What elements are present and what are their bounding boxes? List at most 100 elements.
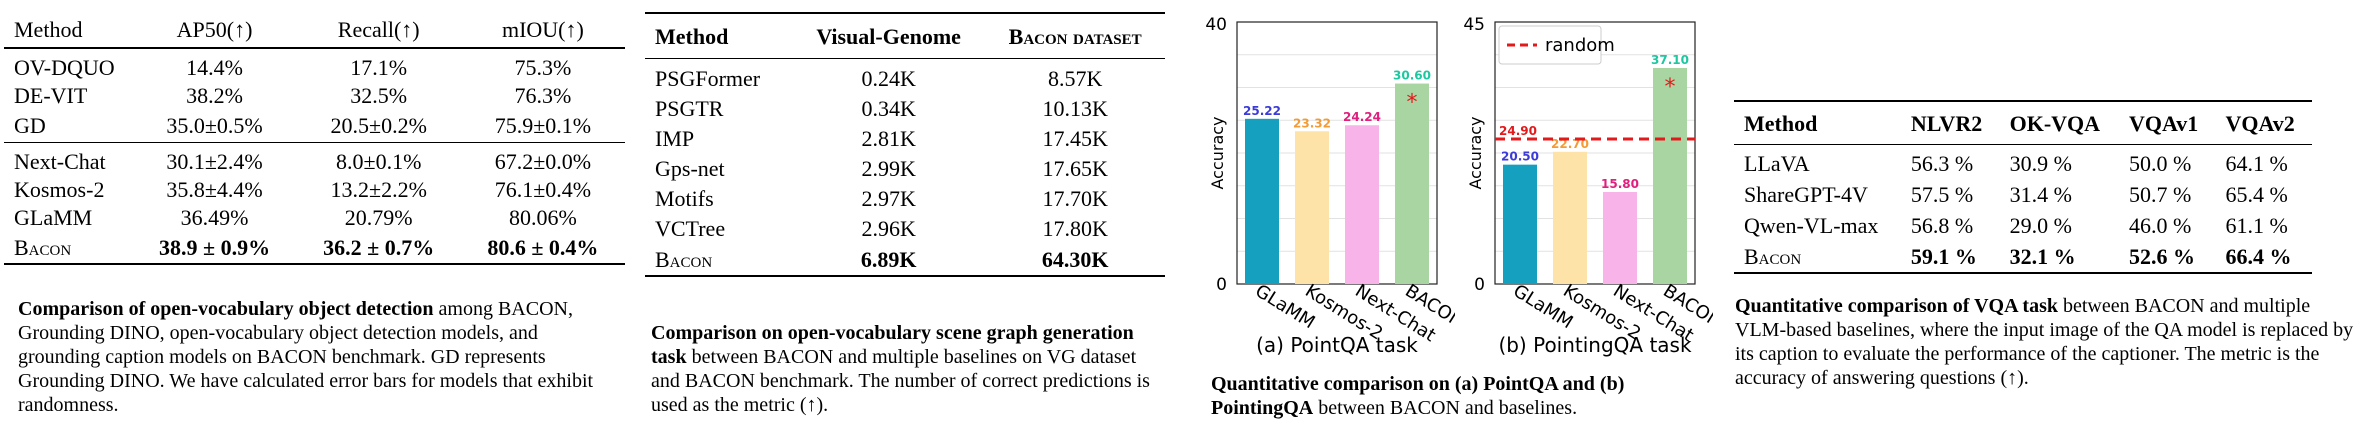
plot-frame <box>1236 21 1438 285</box>
cell: 17.80K <box>1042 216 1108 241</box>
reference-label: 24.90 <box>1499 124 1537 138</box>
cell: 76.3% <box>514 83 572 108</box>
cell: 38.9 ± 0.9% <box>159 234 271 260</box>
significance-marker: * <box>1665 75 1676 100</box>
header-method: Method <box>14 16 83 42</box>
table-row: GLaMM 36.49% 20.79% 80.06% <box>4 204 625 232</box>
cell: 36.2 ± 0.7% <box>323 234 435 260</box>
bar-glamm <box>1503 164 1537 284</box>
chart-subtitle: (b) PointingQA task <box>1498 333 1692 357</box>
table1-caption: Comparison of open-vocabulary object det… <box>18 297 616 417</box>
cell: 57.5 % <box>1910 181 1974 207</box>
cell: 6.89K <box>860 246 917 272</box>
caption-bold: Comparison on open-vocabulary scene grap… <box>651 322 1134 368</box>
scene-graph-table: Method Visual-Genome Bacon dataset PSGFo… <box>645 16 1165 277</box>
cell: 30.1±2.4% <box>166 149 263 174</box>
caption-text: between BACON and baselines. <box>1313 397 1578 419</box>
cell: 17.1% <box>350 55 408 80</box>
data-label: 30.60 <box>1393 69 1431 83</box>
bar-bacon <box>1395 83 1429 284</box>
table-row: Motifs 2.97K 17.70K <box>645 184 1165 214</box>
y-tick-label: 0 <box>1474 275 1485 295</box>
cell: 31.4 % <box>2009 181 2072 207</box>
row-method: DE-VIT <box>14 83 88 108</box>
cell: 2.81K <box>861 126 916 151</box>
row-method: Bacon <box>14 234 72 260</box>
cell: 0.24K <box>861 66 916 91</box>
charts-caption: Quantitative comparison on (a) PointQA a… <box>1211 372 1711 420</box>
chart-subtitle: (a) PointQA task <box>1256 333 1418 357</box>
detection-table: Method AP50(↑) Recall(↑) mIOU(↑) OV-DQUO… <box>4 12 625 265</box>
cell: 17.70K <box>1042 186 1108 211</box>
row-method: Next-Chat <box>14 149 106 174</box>
header-miou: mIOU(↑) <box>501 16 584 42</box>
table-row: ShareGPT-4V 57.5 % 31.4 % 50.7 % 65.4 % <box>1734 179 2312 210</box>
row-method: Gps-net <box>655 156 725 181</box>
row-method: Bacon <box>655 246 713 272</box>
bar-next-chat <box>1345 125 1379 284</box>
cell: 20.5±0.2% <box>330 112 427 138</box>
caption-text: between BACON and multiple VLM-based bas… <box>1735 295 2354 389</box>
header-vqav1: VQAv1 <box>2129 110 2199 136</box>
cell: 20.79% <box>344 205 413 230</box>
row-method: GLaMM <box>14 205 93 230</box>
table3-caption: Quantitative comparison of VQA task betw… <box>1735 294 2365 390</box>
row-method: Qwen-VL-max <box>1744 212 1879 238</box>
caption-bold: Quantitative comparison of VQA task <box>1735 295 2058 317</box>
y-tick-label: 0 <box>1216 275 1227 295</box>
cell: 2.96K <box>861 216 916 241</box>
table-row: Gps-net 2.99K 17.65K <box>645 154 1165 184</box>
table-row: Bacon 38.9 ± 0.9% 36.2 ± 0.7% 80.6 ± 0.4… <box>4 232 625 264</box>
table-row: PSGTR 0.34K 10.13K <box>645 94 1165 124</box>
caption-bold: Comparison of open-vocabulary object det… <box>18 298 434 320</box>
cell: 36.49% <box>180 205 249 230</box>
row-method: GD <box>14 112 46 138</box>
cell: 75.3% <box>514 55 572 80</box>
row-method: ShareGPT-4V <box>1744 181 1868 207</box>
data-label: 37.10 <box>1651 53 1689 67</box>
bar-bacon <box>1653 67 1687 285</box>
caption-bold: Quantitative comparison on (a) PointQA a… <box>1211 373 1625 419</box>
cell: 50.7 % <box>2129 181 2192 207</box>
cell: 2.99K <box>861 156 916 181</box>
cell: 17.65K <box>1042 156 1108 181</box>
cell: 0.34K <box>861 96 916 121</box>
cell: 8.57K <box>1047 66 1103 91</box>
cell: 38.2% <box>186 83 243 108</box>
bar-glamm <box>1245 118 1279 285</box>
cell: 14.4% <box>186 55 243 80</box>
row-method: IMP <box>655 126 695 151</box>
legend-label: random <box>1545 35 1615 56</box>
data-label: 15.80 <box>1601 177 1639 191</box>
table-header-row: Method AP50(↑) Recall(↑) mIOU(↑) <box>4 12 625 48</box>
pointqa-chart: 040Accuracy25.22GLaMM23.32Kosmos-224.24N… <box>1205 15 1455 357</box>
header-bacon-dataset: Bacon dataset <box>1008 23 1142 49</box>
table-row: OV-DQUO 14.4% 17.1% 75.3% <box>4 54 625 82</box>
table-row: LLaVA 56.3 % 30.9 % 50.0 % 64.1 % <box>1734 148 2312 179</box>
cell: 64.1 % <box>2225 150 2288 176</box>
significance-marker: * <box>1407 91 1418 116</box>
cell: 13.2±2.2% <box>330 177 427 202</box>
vqa-table: Method NLVR2 OK-VQA VQAv1 VQAv2 LLaVA 56.… <box>1734 104 2312 274</box>
cell: 56.3 % <box>1910 150 1974 176</box>
row-method: LLaVA <box>1744 150 1810 176</box>
table-row: PSGFormer 0.24K 8.57K <box>645 64 1165 94</box>
cell: 17.45K <box>1042 126 1108 151</box>
cell: 76.1±0.4% <box>494 177 592 202</box>
table-header-row: Method Visual-Genome Bacon dataset <box>645 16 1165 58</box>
header-method: Method <box>1744 110 1818 136</box>
cell: 64.30K <box>1041 246 1109 272</box>
cell: 56.8 % <box>1910 212 1974 238</box>
y-axis-label: Accuracy <box>1466 116 1485 189</box>
cell: 46.0 % <box>2129 212 2192 238</box>
cell: 29.0 % <box>2009 212 2072 238</box>
cell: 32.5% <box>350 83 408 108</box>
data-label: 20.50 <box>1501 150 1539 164</box>
y-tick-label: 40 <box>1205 15 1227 35</box>
row-method: OV-DQUO <box>14 55 115 80</box>
cell: 66.4 % <box>2225 243 2292 269</box>
bar-kosmos-2 <box>1295 131 1329 284</box>
table-row: Next-Chat 30.1±2.4% 8.0±0.1% 67.2±0.0% <box>4 148 625 176</box>
cell: 65.4 % <box>2225 181 2288 207</box>
